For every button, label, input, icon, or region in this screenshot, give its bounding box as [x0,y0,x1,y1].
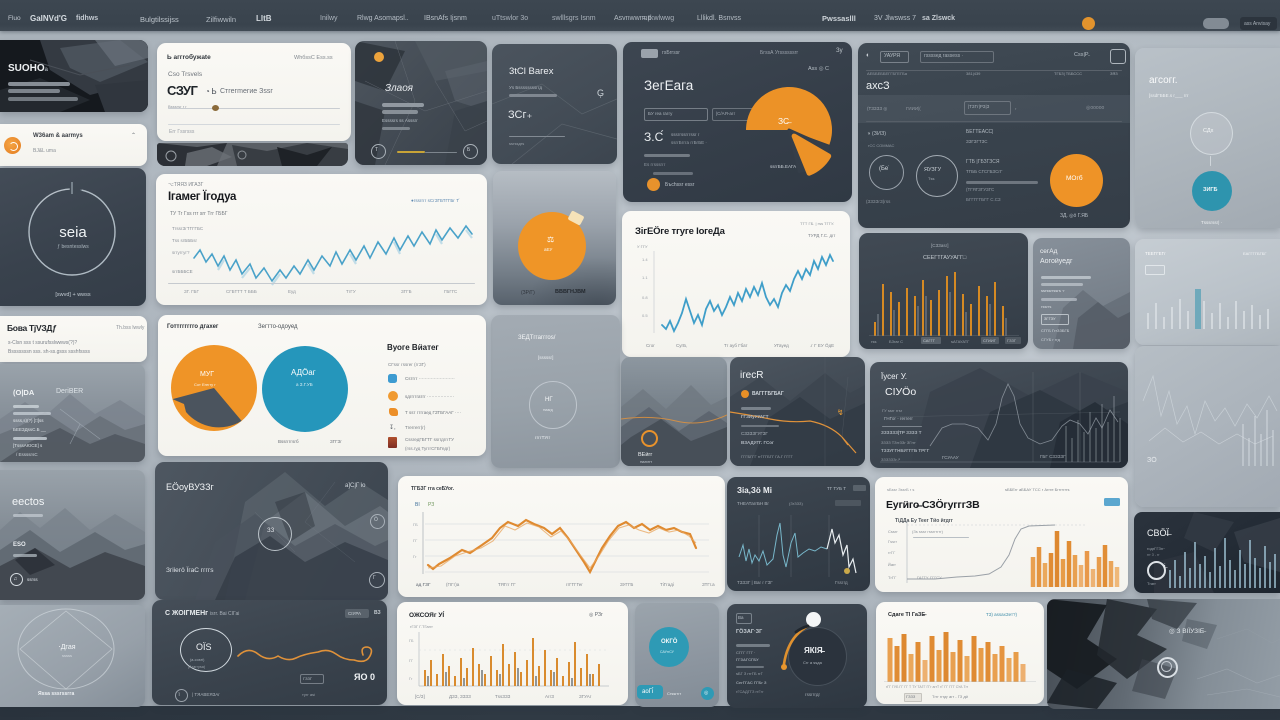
svg-text:ГБ: ГБ [409,639,414,643]
svg-text:ЗӦ: ЗӦ [1147,456,1157,464]
svg-text:ГГ: ГГ [409,659,413,663]
svg-text:0.5: 0.5 [642,313,648,318]
svg-text:ГБ: ГБ [413,522,418,527]
svg-text:1.4: 1.4 [642,257,648,262]
svg-text:1.1: 1.1 [642,275,648,280]
svg-text:ГГ: ГГ [413,538,418,543]
svg-text:0.8: 0.8 [642,295,648,300]
svg-text:Гг: Гг [409,677,413,681]
svg-text:Гг: Гг [413,554,417,559]
